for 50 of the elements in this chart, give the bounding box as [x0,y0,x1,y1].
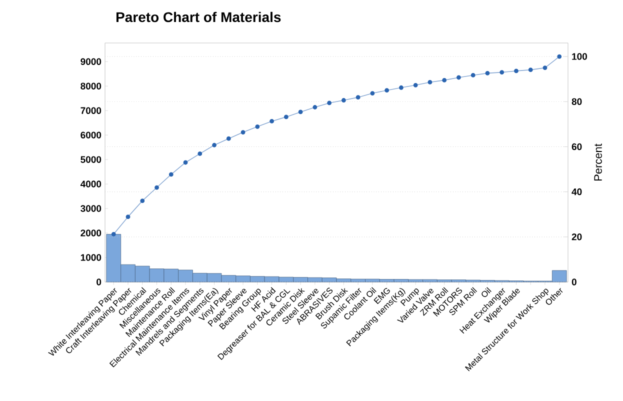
point [212,142,216,148]
y-tick-label: 6000 [80,132,102,138]
point [126,214,130,220]
point [514,68,518,74]
y-tick-label: 0 [96,278,102,286]
point [327,100,332,106]
y-tick-label: 8000 [80,82,102,90]
point [428,80,432,84]
y-tick-label: 9000 [80,58,102,65]
point [528,68,533,72]
y-tick-label: 5000 [80,156,102,163]
point [442,78,447,82]
point [557,54,562,59]
point [413,82,418,88]
point [111,232,116,236]
point [312,105,318,110]
y2-tick-label: 20 [572,234,582,240]
point [456,75,461,80]
chart-title: Pareto Chart of Materials [116,12,281,22]
y2-tick-label: 100 [572,53,587,60]
point [500,70,504,74]
point [370,91,375,96]
point [154,185,159,190]
point [168,172,174,177]
y-tick-label: 4000 [80,180,102,188]
point [384,88,390,93]
point [485,71,490,76]
point [270,119,274,124]
y-tick-label: 7000 [80,107,102,114]
point [183,160,188,165]
point [226,136,231,141]
y2-axis-title: Percent [594,144,602,181]
y-tick-label: 2000 [80,230,102,236]
point [470,73,476,78]
point [198,152,202,156]
point [542,66,548,70]
y2-tick-label: 80 [572,98,582,105]
point [284,114,288,120]
point [240,130,246,134]
y2-tick-label: 40 [572,188,582,196]
point [255,124,260,129]
y2-tick-label: 60 [572,143,582,150]
y-tick-label: 1000 [80,254,102,261]
y2-tick-label: 0 [572,278,576,286]
point [356,95,360,100]
y-tick-label: 3000 [80,205,102,212]
point [140,198,145,204]
point [298,110,303,114]
point [341,98,346,102]
point [399,85,404,90]
